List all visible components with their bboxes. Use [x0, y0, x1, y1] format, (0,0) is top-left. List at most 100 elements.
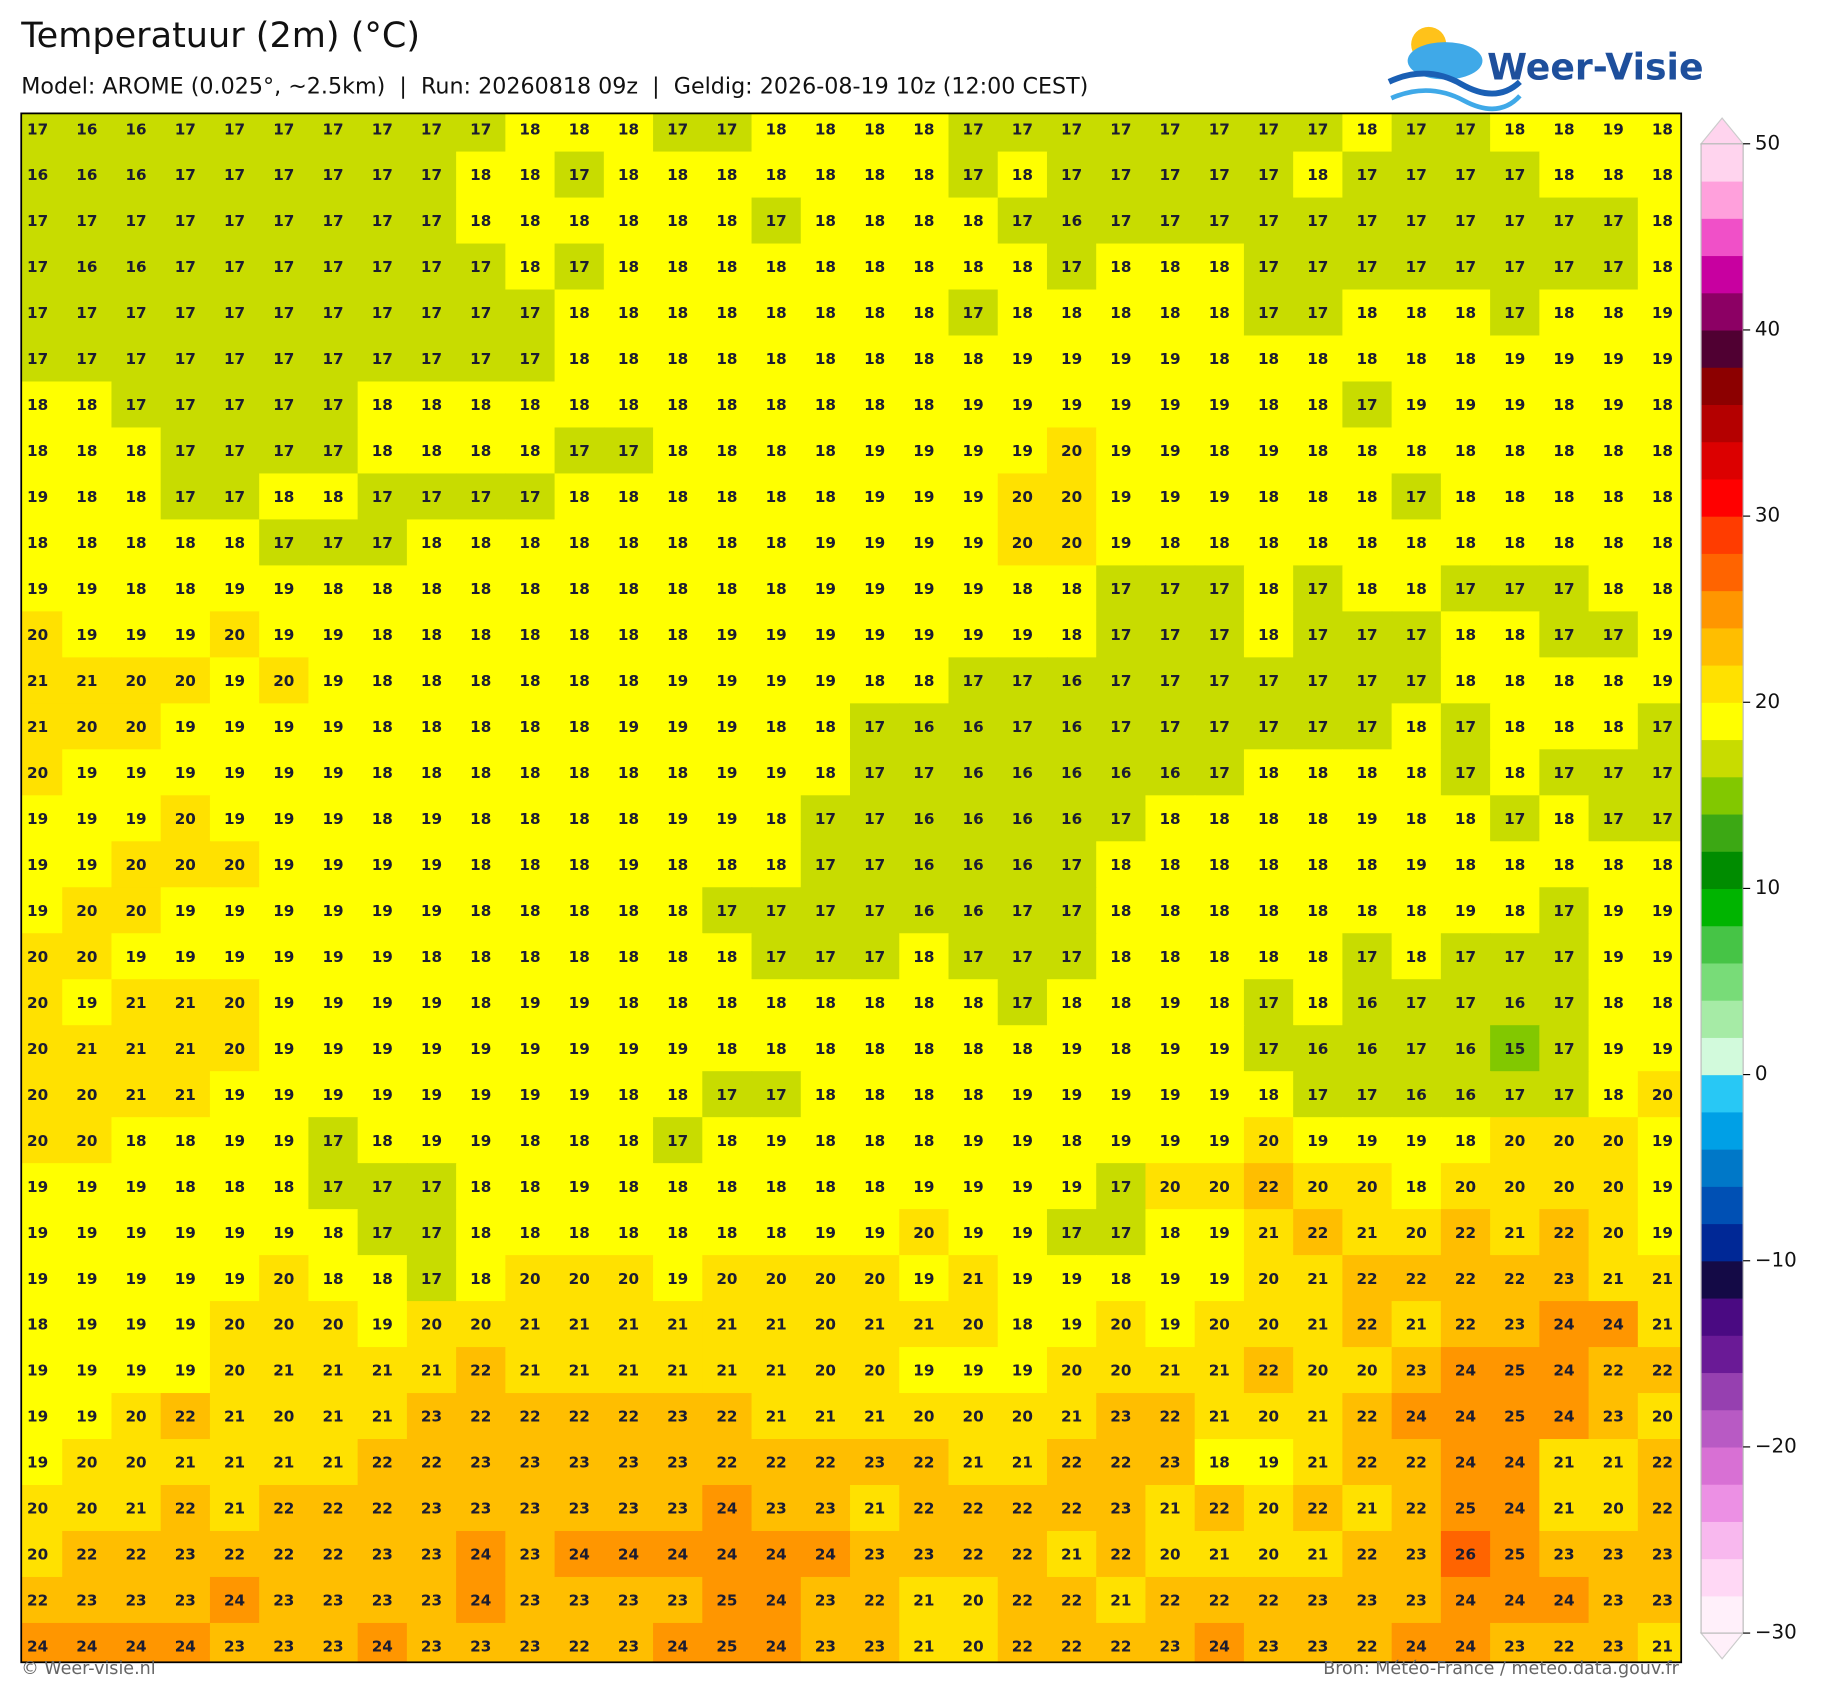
temperature-label: 20: [1504, 1178, 1525, 1196]
temperature-cell: [406, 197, 457, 245]
temperature-label: 18: [569, 1224, 590, 1242]
temperature-cell: [997, 113, 1048, 153]
temperature-cell: [1342, 473, 1393, 521]
temperature-label: 20: [1061, 442, 1082, 460]
temperature-label: 19: [1159, 994, 1180, 1012]
temperature-cell: [850, 887, 900, 934]
temperature-cell: [1243, 1117, 1294, 1164]
temperature-label: 17: [1159, 718, 1180, 736]
temperature-cell: [1293, 519, 1344, 567]
temperature-label: 17: [27, 212, 48, 230]
temperature-cell: [554, 1117, 605, 1164]
temperature-label: 18: [1553, 166, 1574, 184]
temperature-label: 17: [569, 166, 590, 184]
temperature-cell: [209, 289, 260, 337]
temperature-label: 17: [421, 120, 442, 138]
temperature-cell: [1243, 933, 1294, 980]
temperature-cell: [800, 703, 851, 751]
temperature-cell: [948, 289, 999, 337]
temperature-label: 22: [175, 1500, 196, 1518]
temperature-cell: [111, 795, 162, 842]
temperature-cell: [751, 1071, 802, 1118]
temperature-cell: [1293, 1163, 1344, 1210]
temperature-cell: [653, 1209, 704, 1256]
temperature-label: 18: [519, 626, 540, 644]
temperature-label: 23: [667, 1500, 688, 1518]
temperature-label: 19: [1110, 488, 1131, 506]
temperature-label: 18: [667, 350, 688, 368]
temperature-label: 16: [76, 166, 97, 184]
temperature-cell: [603, 565, 654, 613]
temperature-cell: [1194, 703, 1245, 751]
temperature-label: 18: [519, 212, 540, 230]
temperature-label: 18: [372, 810, 393, 828]
temperature-label: 16: [963, 764, 984, 782]
temperature-cell: [308, 611, 359, 659]
temperature-label: 17: [1307, 258, 1328, 276]
temperature-label: 19: [76, 626, 97, 644]
temperature-label: 20: [273, 1316, 294, 1334]
temperature-label: 20: [1258, 1316, 1279, 1334]
temperature-label: 20: [1603, 1500, 1624, 1518]
temperature-cell: [1440, 933, 1491, 980]
temperature-label: 19: [716, 764, 737, 782]
temperature-label: 17: [1012, 902, 1033, 920]
temperature-label: 16: [76, 120, 97, 138]
temperature-cell: [1293, 1025, 1344, 1072]
temperature-label: 18: [667, 626, 688, 644]
temperature-cell: [1243, 427, 1294, 475]
temperature-label: 18: [766, 856, 787, 874]
temperature-cell: [899, 113, 950, 153]
temperature-label: 21: [421, 1362, 442, 1380]
temperature-label: 19: [913, 534, 934, 552]
temperature-label: 17: [322, 1178, 343, 1196]
temperature-label: 20: [27, 626, 48, 644]
temperature-label: 18: [667, 948, 688, 966]
temperature-cell: [850, 381, 900, 429]
temperature-label: 19: [273, 764, 294, 782]
temperature-cell: [209, 151, 260, 199]
temperature-cell: [357, 113, 408, 153]
temperature-cell: [603, 473, 654, 521]
temperature-label: 18: [913, 672, 934, 690]
footer-source: Bron: Météo-France / meteo.data.gouv.fr: [1323, 1659, 1679, 1679]
temperature-label: 19: [1159, 1270, 1180, 1288]
temperature-label: 17: [421, 1224, 442, 1242]
temperature-label: 18: [963, 212, 984, 230]
temperature-label: 23: [1356, 1592, 1377, 1610]
temperature-cell: [456, 151, 507, 199]
temperature-label: 17: [76, 304, 97, 322]
temperature-cell: [1243, 519, 1294, 567]
temperature-label: 18: [1209, 948, 1230, 966]
temperature-label: 20: [76, 1500, 97, 1518]
temperature-cell: [850, 1071, 900, 1118]
temperature-cell: [653, 979, 704, 1026]
temperature-cell: [1588, 1255, 1639, 1302]
temperature-label: 19: [1061, 1316, 1082, 1334]
temperature-cell: [111, 565, 162, 613]
temperature-label: 20: [1603, 1224, 1624, 1242]
temperature-label: 17: [126, 350, 147, 368]
temperature-cell: [1046, 289, 1097, 337]
temperature-cell: [948, 335, 999, 383]
temperature-label: 18: [1258, 396, 1279, 414]
temperature-label: 19: [913, 488, 934, 506]
temperature-cell: [1293, 473, 1344, 521]
temperature-cell: [1588, 703, 1639, 751]
temperature-cell: [1243, 703, 1294, 751]
temperature-cell: [1096, 565, 1147, 613]
temperature-label: 19: [766, 1132, 787, 1150]
temperature-label: 20: [76, 1454, 97, 1472]
colorbar-band: [1701, 1595, 1744, 1634]
temperature-label: 22: [766, 1454, 787, 1472]
temperature-cell: [800, 151, 851, 199]
temperature-cell: [1293, 1209, 1344, 1256]
temperature-label: 18: [1406, 442, 1427, 460]
temperature-label: 17: [1307, 580, 1328, 598]
temperature-label: 17: [1504, 212, 1525, 230]
temperature-cell: [997, 841, 1048, 888]
temperature-cell: [653, 289, 704, 337]
temperature-cell: [1293, 703, 1344, 751]
temperature-label: 18: [716, 994, 737, 1012]
temperature-cell: [357, 519, 408, 567]
